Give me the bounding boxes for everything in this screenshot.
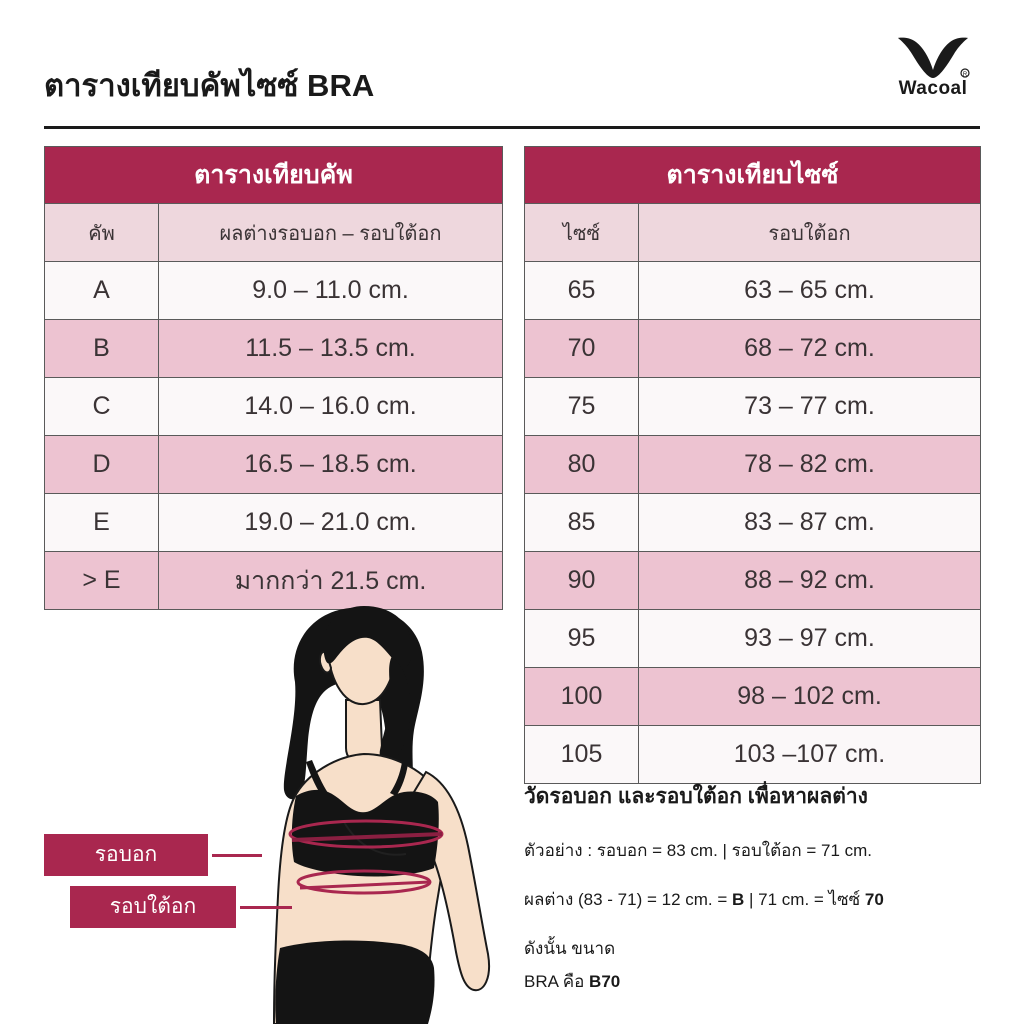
- brand-name: Wacoal: [898, 78, 968, 99]
- size-cell: 80: [524, 435, 639, 494]
- band-size-table: ตารางเทียบไซซ์ ไซซ์ รอบใต้อก 65 63 – 65 …: [524, 146, 981, 784]
- svg-text:R: R: [963, 72, 968, 78]
- size-range-cell: 63 – 65 cm.: [638, 261, 981, 320]
- callout-bust: รอบอก: [44, 834, 208, 876]
- cup-range-cell: 16.5 – 18.5 cm.: [157, 435, 504, 494]
- size-range-cell: 88 – 92 cm.: [638, 551, 981, 610]
- cup-comparison-table: ตารางเทียบคัพ คัพ ผลต่างรอบอก – รอบใต้อก…: [43, 146, 504, 610]
- size-cell: 100: [524, 667, 639, 726]
- cup-cell: B: [44, 319, 159, 378]
- cup-cell: E: [44, 493, 159, 552]
- size-cell: 105: [524, 725, 639, 784]
- cup-range-cell: 14.0 – 16.0 cm.: [157, 377, 504, 436]
- table-row: 65 63 – 65 cm.: [524, 261, 981, 320]
- cup-range-cell: 9.0 – 11.0 cm.: [157, 261, 504, 320]
- notes-difference: ผลต่าง (83 - 71) = 12 cm. = B | 71 cm. =…: [524, 886, 994, 913]
- underbust-tape-line: [299, 880, 431, 890]
- notes-difference-cup: B: [732, 890, 745, 909]
- cup-table-title-row: ตารางเทียบคัพ: [43, 146, 504, 204]
- page-title: ตารางเทียบคัพไซซ์ BRA: [44, 68, 375, 103]
- notes-conclusion-line1: ดังนั้น ขนาด: [524, 939, 616, 958]
- cup-cell: > E: [44, 551, 159, 610]
- size-range-cell: 78 – 82 cm.: [638, 435, 981, 494]
- table-row: 105 103 –107 cm.: [524, 725, 981, 784]
- notes-difference-prefix: ผลต่าง (83 - 71) = 12 cm. =: [524, 890, 733, 909]
- table-row: 95 93 – 97 cm.: [524, 609, 981, 668]
- table-row: D 16.5 – 18.5 cm.: [44, 435, 504, 494]
- notes-difference-mid: | 71 cm. = ไซซ์: [744, 890, 865, 909]
- bust-tape-line: [291, 832, 443, 842]
- cup-range-cell: 11.5 – 13.5 cm.: [157, 319, 504, 378]
- cup-table-title: ตารางเทียบคัพ: [43, 146, 504, 204]
- page-header: ตารางเทียบคัพไซซ์ BRA R Wacoal: [0, 0, 1024, 129]
- callout-underbust-leader-line: [240, 906, 292, 909]
- size-range-cell: 98 – 102 cm.: [638, 667, 981, 726]
- neck-shape: [345, 699, 384, 764]
- size-cell: 75: [524, 377, 639, 436]
- cup-cell: D: [44, 435, 159, 494]
- size-range-cell: 93 – 97 cm.: [638, 609, 981, 668]
- size-range-cell: 73 – 77 cm.: [638, 377, 981, 436]
- table-row: > E มากกว่า 21.5 cm.: [44, 551, 504, 610]
- notes-conclusion-line2: BRA คือ B70: [524, 968, 994, 995]
- callout-underbust: รอบใต้อก: [70, 886, 236, 928]
- notes-conclusion-value: B70: [589, 972, 621, 991]
- size-cell: 85: [524, 493, 639, 552]
- size-table-title: ตารางเทียบไซซ์: [524, 146, 981, 204]
- ear-shape: [318, 650, 333, 674]
- size-table-col-range: รอบใต้อก: [638, 203, 981, 262]
- notes-conclusion-prefix: BRA คือ: [524, 972, 590, 991]
- cup-cell: C: [44, 377, 159, 436]
- measurement-notes: วัดรอบอก และรอบใต้อก เพื่อหาผลต่าง ตัวอย…: [524, 780, 994, 1017]
- table-row: 100 98 – 102 cm.: [524, 667, 981, 726]
- cup-table-col-range: ผลต่างรอบอก – รอบใต้อก: [157, 203, 504, 262]
- table-row: E 19.0 – 21.0 cm.: [44, 493, 504, 552]
- wacoal-w-logo-icon: R: [898, 37, 970, 78]
- brand-logo: R Wacoal: [878, 34, 988, 108]
- size-cell: 90: [524, 551, 639, 610]
- size-table-header-row: ไซซ์ รอบใต้อก: [524, 203, 981, 262]
- size-cell: 65: [524, 261, 639, 320]
- hair-front-shape: [323, 606, 413, 668]
- size-table-col-size: ไซซ์: [524, 203, 639, 262]
- bra-strap-left-shape: [306, 760, 328, 796]
- cup-range-cell: 19.0 – 21.0 cm.: [157, 493, 504, 552]
- callout-bust-leader-line: [212, 854, 262, 857]
- table-row: 70 68 – 72 cm.: [524, 319, 981, 378]
- size-cell: 70: [524, 319, 639, 378]
- bra-strap-right-shape: [390, 762, 408, 796]
- size-range-cell: 83 – 87 cm.: [638, 493, 981, 552]
- size-cell: 95: [524, 609, 639, 668]
- table-row: 85 83 – 87 cm.: [524, 493, 981, 552]
- notes-lead: วัดรอบอก และรอบใต้อก เพื่อหาผลต่าง: [524, 785, 868, 808]
- table-row: 90 88 – 92 cm.: [524, 551, 981, 610]
- table-row: 75 73 – 77 cm.: [524, 377, 981, 436]
- size-range-cell: 68 – 72 cm.: [638, 319, 981, 378]
- cup-cell: A: [44, 261, 159, 320]
- size-range-cell: 103 –107 cm.: [638, 725, 981, 784]
- table-row: C 14.0 – 16.0 cm.: [44, 377, 504, 436]
- title-divider: [44, 126, 980, 129]
- woman-wearing-bra-measurement-illustration: [240, 596, 530, 1025]
- hair-side-strand-shape: [379, 656, 411, 762]
- notes-difference-size: 70: [864, 890, 884, 909]
- size-table-title-row: ตารางเทียบไซซ์: [524, 146, 981, 204]
- cup-table-header-row: คัพ ผลต่างรอบอก – รอบใต้อก: [44, 203, 504, 262]
- table-row: A 9.0 – 11.0 cm.: [44, 261, 504, 320]
- cup-range-cell: มากกว่า 21.5 cm.: [157, 551, 504, 610]
- cup-table-col-cup: คัพ: [44, 203, 159, 262]
- table-row: B 11.5 – 13.5 cm.: [44, 319, 504, 378]
- table-row: 80 78 – 82 cm.: [524, 435, 981, 494]
- figure-svg: [272, 606, 490, 1025]
- notes-example: ตัวอย่าง : รอบอก = 83 cm. | รอบใต้อก = 7…: [524, 841, 873, 860]
- bottoms-shape: [275, 940, 435, 1024]
